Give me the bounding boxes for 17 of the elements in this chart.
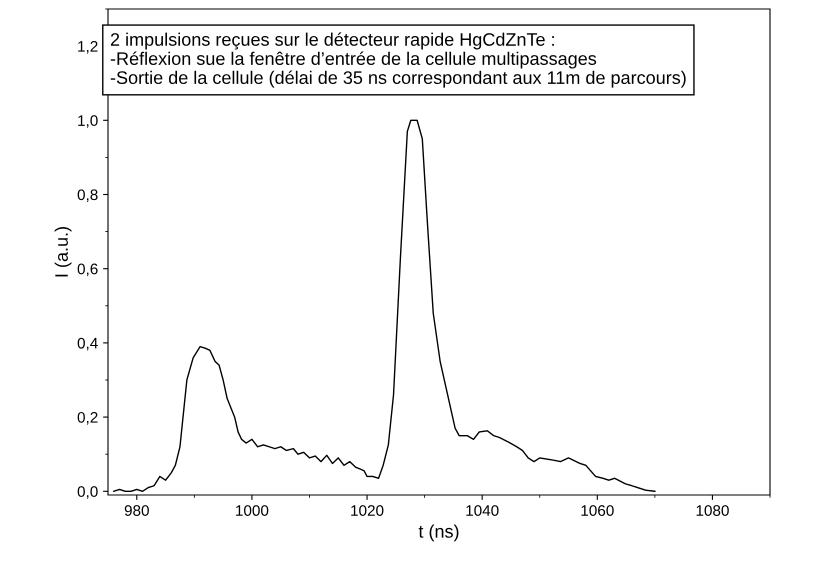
- y-tick-label: 1,0: [78, 115, 98, 128]
- y-tick-label: 0,8: [78, 189, 98, 202]
- x-tick-label: 1040: [466, 505, 499, 516]
- y-tick-label: 0,0: [78, 486, 98, 499]
- x-tick-label: 980: [124, 505, 149, 516]
- annotation: 2 impulsions reçues sur le détecteur rapide HgCdZnTe : -Réflexion sue la fenêtre d’entrée de la cellule multipassages -Sortie de la cellule (délai de 35 ns correspondant aux 11m de parcours): [110, 32, 686, 88]
- y-tick-label: 1,2: [78, 40, 98, 54]
- y-tick-label: 0,2: [78, 412, 98, 425]
- line-series: [113, 120, 656, 492]
- x-tick-label: 1080: [696, 505, 729, 516]
- x-tick-label: 1020: [351, 505, 384, 516]
- x-axis-title: t (ns): [418, 524, 458, 542]
- y-tick-label: 0,4: [78, 338, 98, 350]
- y-axis-title: I (a.u.): [54, 227, 72, 276]
- y-tick-label: 0,6: [78, 264, 98, 276]
- x-tick-label: 1060: [581, 505, 614, 516]
- x-tick-label: 1000: [236, 505, 268, 516]
